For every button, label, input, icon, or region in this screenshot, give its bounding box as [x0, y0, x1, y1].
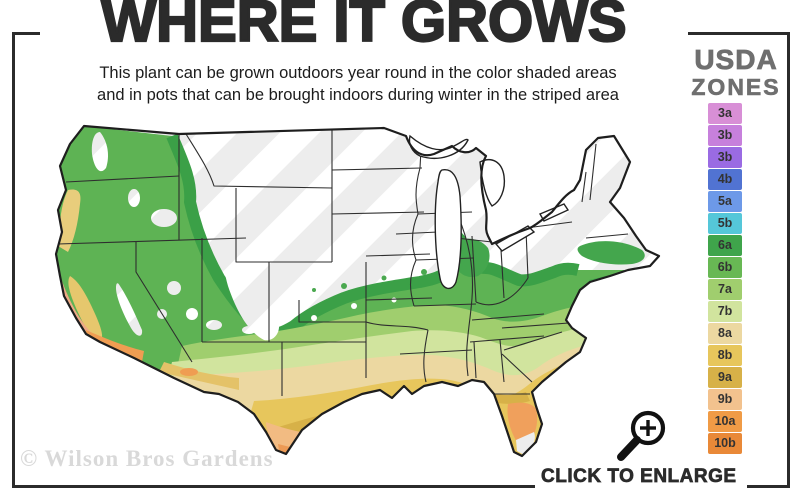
zone-chip-6a: 6a: [708, 235, 742, 256]
zone-chip-6b: 6b: [708, 257, 742, 278]
page-title: WHERE IT GROWS: [40, 0, 688, 53]
nevada-white-spot-1: [167, 281, 181, 295]
new-england-green: [577, 241, 645, 265]
great-lakes: [408, 134, 570, 289]
legend-title-usda: USDA: [694, 44, 778, 76]
zone-chip-9a: 9a: [708, 367, 742, 388]
green-speckle: [341, 283, 347, 289]
legend-title-zones: ZONES: [691, 74, 781, 101]
cascades-white-patch: [91, 132, 108, 172]
zone-chip-10b: 10b: [708, 433, 742, 454]
socal-desert-orange: [84, 330, 144, 362]
south-florida-white-tip: [516, 432, 535, 455]
white-speckle: [391, 297, 397, 303]
zone-chip-4b: 4b: [708, 169, 742, 190]
zone-chip-7b: 7b: [708, 301, 742, 322]
zone-chip-7a: 7a: [708, 279, 742, 300]
zone-chip-8a: 8a: [708, 323, 742, 344]
arizona-white-spot-1: [206, 320, 222, 330]
zone-chip-3b: 3b: [708, 125, 742, 146]
zone-chip-10a: 10a: [708, 411, 742, 432]
click-to-enlarge[interactable]: CLICK TO ENLARGE: [535, 404, 791, 492]
subtitle-line-1: This plant can be grown outdoors year ro…: [99, 64, 617, 82]
nevada-white-spot-2: [186, 308, 198, 320]
green-speckle: [381, 275, 387, 281]
zone-chip-3a: 3a: [708, 103, 742, 124]
lake-superior: [408, 134, 469, 159]
arizona-white-spot-2: [242, 326, 256, 334]
rockies-white-patch: [222, 225, 280, 341]
white-speckle: [351, 303, 357, 309]
watermark: © Wilson Bros Gardens: [20, 446, 274, 471]
zone-chip-list: 3a 3b 3b 4b 5a 5b 6a 6b 7a 7b 8a 8b 9a 9b 10a 10b: [708, 103, 742, 455]
magnifier-plus-icon[interactable]: [613, 404, 671, 464]
california-valley-gold: [68, 276, 103, 342]
zone-chip-5b: 5b: [708, 213, 742, 234]
arizona-orange-spot: [180, 368, 198, 376]
zone-chip-3b: 3b: [708, 147, 742, 168]
usda-zones-legend: USDA ZONES: [684, 44, 788, 101]
oregon-coast-tan: [58, 189, 81, 252]
lake-michigan: [434, 169, 462, 289]
south-arizona-gold: [159, 362, 239, 390]
central-florida-orange: [507, 402, 538, 444]
sierra-crest-white: [116, 283, 143, 336]
click-to-enlarge-label[interactable]: CLICK TO ENLARGE: [535, 464, 747, 492]
lake-huron: [479, 158, 506, 207]
zone-chip-8b: 8b: [708, 345, 742, 366]
zone-chip-5a: 5a: [708, 191, 742, 212]
green-speckle: [312, 288, 316, 292]
state-borders: [57, 129, 629, 396]
green-speckle: [421, 269, 427, 275]
white-speckle: [311, 315, 317, 321]
oregon-white-spot: [128, 189, 140, 207]
blue-mountains-white-patch: [151, 209, 177, 227]
usa-outline: [54, 124, 661, 458]
zone-chip-9b: 9b: [708, 389, 742, 410]
yellowstone-white-patch: [208, 197, 230, 219]
subtitle-line-2: and in pots that can be brought indoors …: [97, 86, 619, 104]
subtitle: This plant can be grown outdoors year ro…: [58, 62, 658, 106]
usa-hardiness-map[interactable]: [14, 110, 664, 470]
